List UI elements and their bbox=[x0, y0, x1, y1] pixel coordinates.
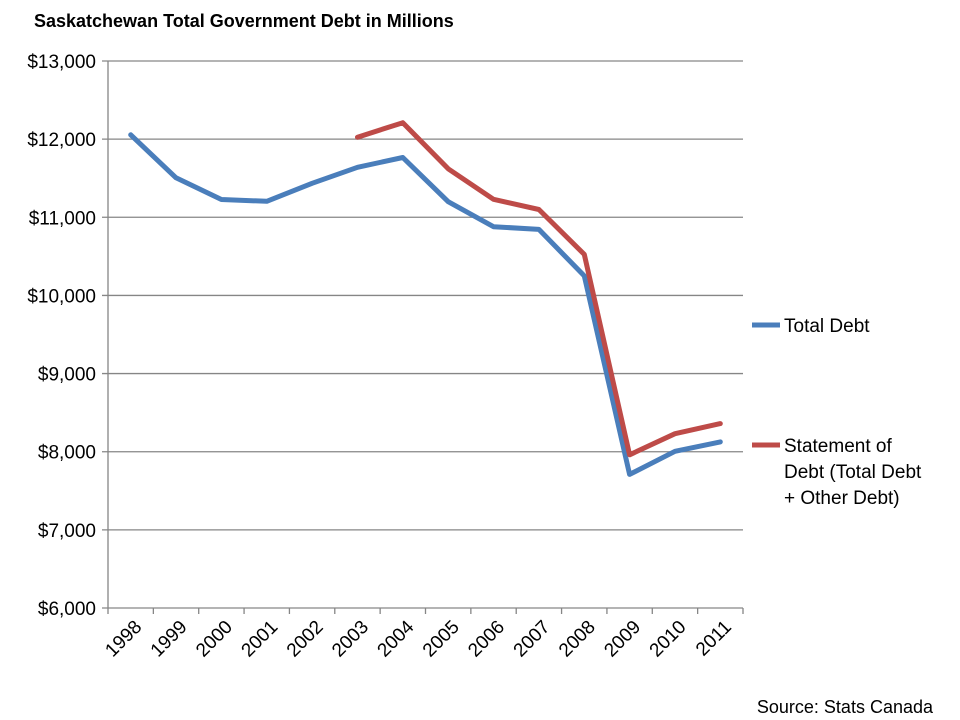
y-tick-label: $13,000 bbox=[27, 52, 96, 73]
x-tick-label: 1999 bbox=[147, 617, 192, 662]
x-tick-label: 2001 bbox=[238, 617, 283, 662]
x-tick-label: 2010 bbox=[646, 617, 691, 662]
y-tick-label: $9,000 bbox=[38, 365, 96, 386]
x-tick-label: 2000 bbox=[192, 617, 237, 662]
y-tick-label: $10,000 bbox=[27, 286, 96, 307]
x-tick-label: 1998 bbox=[101, 617, 146, 662]
series-line-total-debt bbox=[128, 132, 723, 477]
x-tick-label: 2008 bbox=[555, 617, 600, 662]
x-tick-label: 2004 bbox=[374, 616, 419, 661]
y-tick-label: $6,000 bbox=[38, 599, 96, 620]
x-tick-label: 2006 bbox=[464, 617, 509, 662]
legend-label: Debt (Total Debt bbox=[784, 462, 922, 483]
x-tick-label: 2007 bbox=[510, 617, 555, 662]
legend-label: Total Debt bbox=[784, 316, 870, 337]
x-tick-label: 2009 bbox=[600, 617, 645, 662]
x-tick-label: 2005 bbox=[419, 617, 464, 662]
y-tick-label: $7,000 bbox=[38, 521, 96, 542]
x-tick-label: 2002 bbox=[283, 617, 328, 662]
source-note: Source: Stats Canada bbox=[757, 697, 934, 717]
legend-label: Statement of bbox=[784, 436, 892, 457]
x-tick-label: 2003 bbox=[328, 617, 373, 662]
legend-label: + Other Debt) bbox=[784, 488, 900, 509]
chart-title: Saskatchewan Total Government Debt in Mi… bbox=[34, 11, 454, 31]
y-tick-label: $12,000 bbox=[27, 130, 96, 151]
x-tick-label: 2011 bbox=[692, 617, 736, 661]
y-tick-label: $8,000 bbox=[38, 443, 96, 464]
y-tick-label: $11,000 bbox=[29, 208, 96, 229]
series-line-statement-of-debt bbox=[355, 120, 723, 458]
